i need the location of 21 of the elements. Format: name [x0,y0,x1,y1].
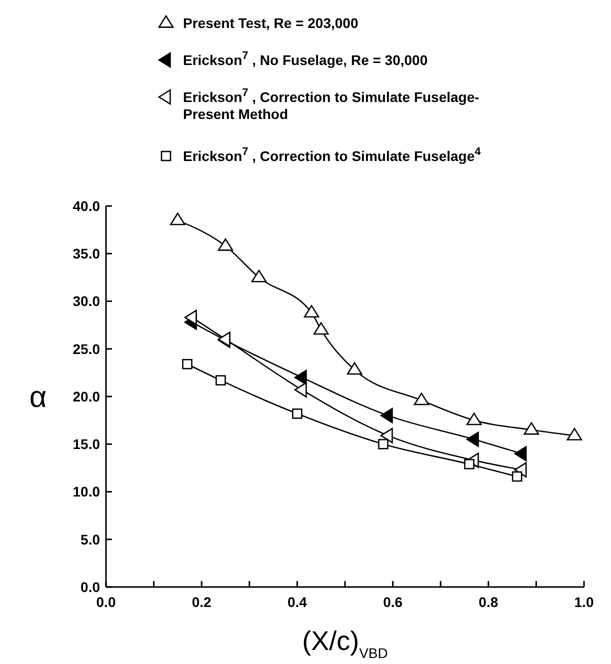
legend-label: Erickson$^{7}$ , Correction to Simulate Fuselage$^{4}$ [183,146,482,164]
legend-label: Erickson$^{7}$ , Correction to Simulate Fuselage-Present Method [183,87,480,122]
y-tick-label: 5.0 [80,531,100,548]
legend-label: Erickson$^{7}$ , No Fuselage, Re = 30,000 [183,50,428,68]
y-tick-label: 30.0 [72,293,100,310]
y-tick-label: 25.0 [72,340,100,357]
y-tick-label: 35.0 [72,246,100,262]
y-axis-title: α [29,381,47,414]
x-tick-label: 0.6 [383,594,403,610]
x-tick-label: 0.2 [192,594,212,610]
y-tick-label: 15.0 [72,436,100,452]
y-tick-label: 20.0 [72,388,100,404]
x-tick-label: 0.0 [96,594,116,610]
y-tick-label: 10.0 [72,484,100,500]
x-tick-label: 0.4 [287,594,308,610]
x-tick-label: 1.0 [574,594,594,610]
y-tick-label: 0.0 [80,578,100,595]
x-axis-title: (X/c)$_{VBD}$ [302,626,388,661]
legend-label: Present Test, Re = 203,000 [183,15,358,31]
y-tick-label: 40.0 [72,198,100,214]
x-tick-label: 0.8 [478,594,498,610]
